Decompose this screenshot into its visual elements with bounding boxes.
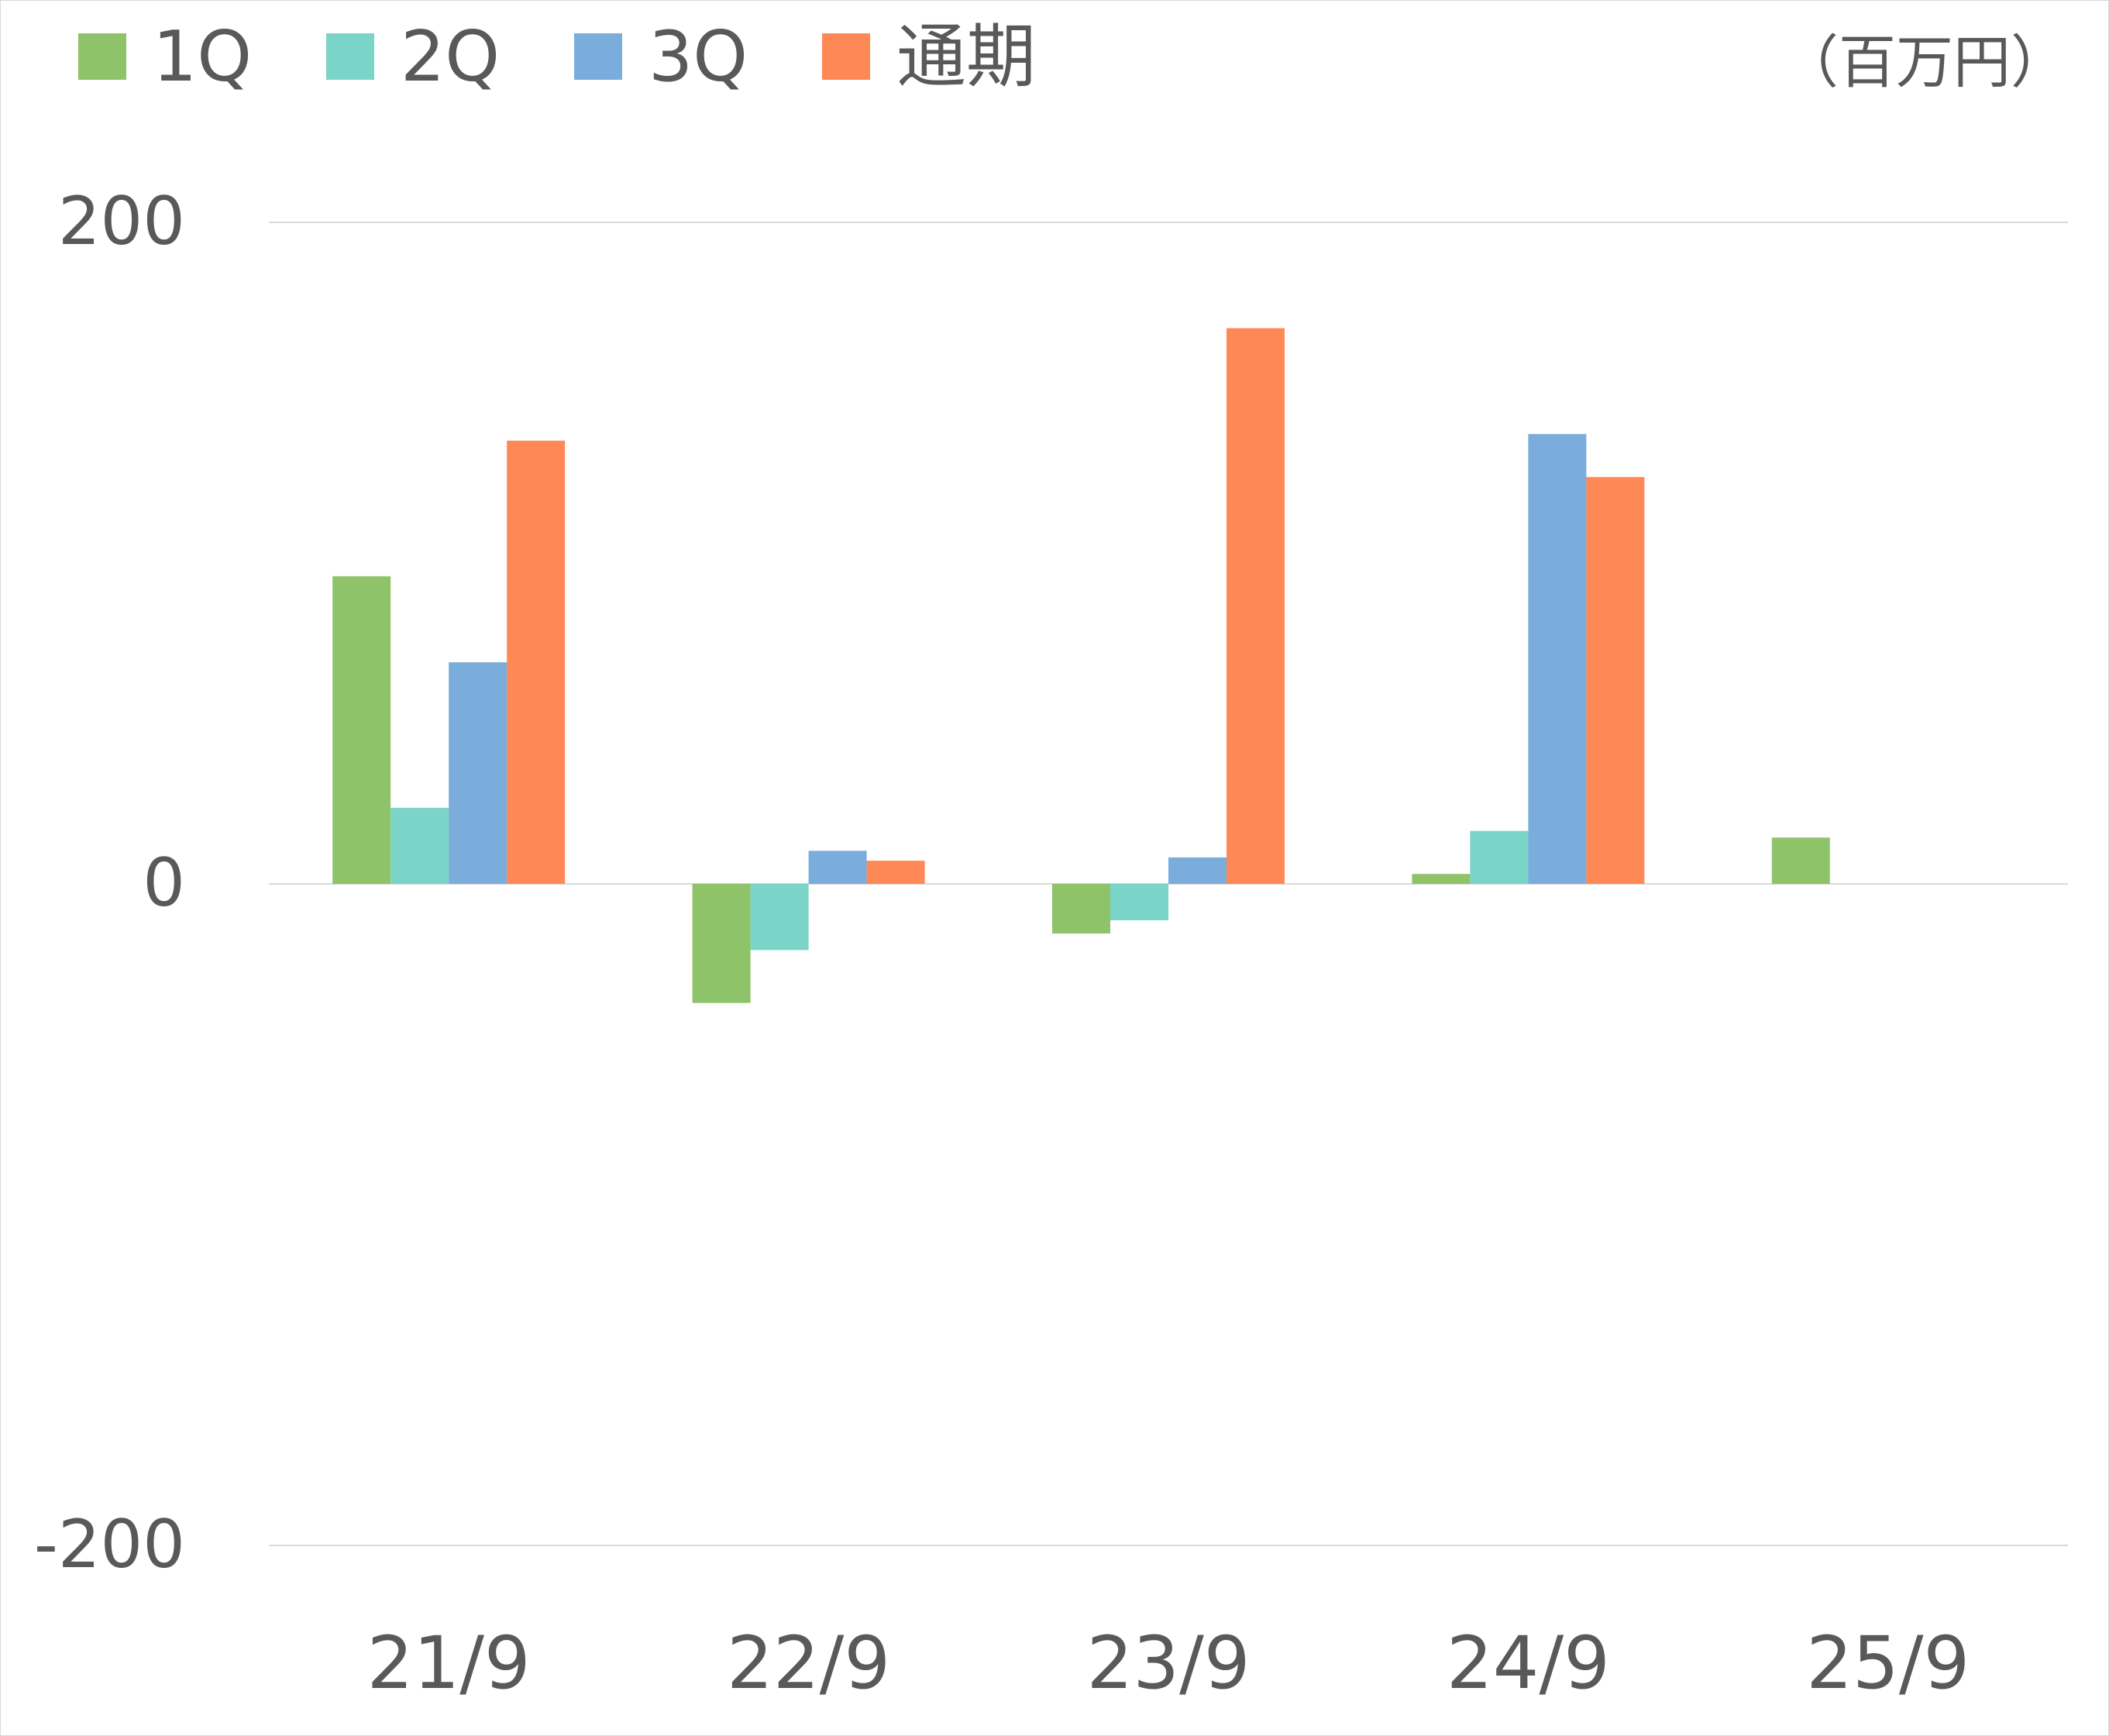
bar-通期-24/9 [1586,476,1645,884]
bar-2Q-24/9 [1470,830,1529,884]
bar-3Q-24/9 [1528,434,1587,884]
legend-swatch-0 [78,33,126,80]
bar-2Q-22/9 [750,884,809,951]
x-category-label-4: 25/9 [1806,1621,1970,1706]
x-category-label-2: 23/9 [1086,1621,1250,1706]
legend-swatch-2 [574,33,622,80]
bar-通期-23/9 [1227,328,1285,884]
legend: 1Q 2Q 3Q 通期 [78,16,1036,98]
bar-3Q-23/9 [1168,857,1227,884]
legend-swatch-1 [326,33,374,80]
x-category-label-0: 21/9 [367,1621,531,1706]
bar-2Q-23/9 [1110,884,1168,920]
legend-label-2: 3Q [649,16,748,98]
x-category-label-1: 22/9 [727,1621,890,1706]
y-tick-label-1: 0 [143,844,185,922]
bar-通期-21/9 [507,440,566,884]
unit-label: （百万円） [1781,29,2068,96]
bar-3Q-21/9 [449,662,507,884]
bar-1Q-21/9 [332,576,391,884]
bar-1Q-24/9 [1412,874,1471,884]
bar-1Q-25/9 [1771,837,1830,884]
bar-3Q-22/9 [808,851,867,884]
x-axis-categories: 21/9 22/9 23/9 24/9 25/9 [367,1621,1970,1706]
y-axis-ticks: 200 0 -200 [34,183,185,1583]
y-tick-label-2: -200 [34,1506,185,1583]
legend-label-3: 通期 [896,16,1036,98]
bar-1Q-23/9 [1052,884,1110,934]
legend-label-0: 1Q [153,16,252,98]
bar-通期-22/9 [866,861,925,884]
bar-1Q-22/9 [692,884,751,1003]
legend-swatch-3 [822,33,870,80]
bar-2Q-21/9 [390,807,449,884]
y-tick-label-0: 200 [58,183,185,260]
bars [332,328,1830,1003]
legend-label-1: 2Q [401,16,500,98]
x-category-label-3: 24/9 [1447,1621,1610,1706]
